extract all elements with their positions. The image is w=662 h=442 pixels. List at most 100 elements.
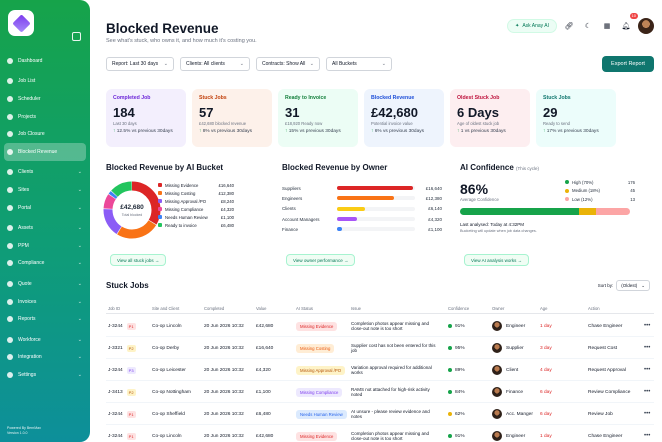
more-dots-icon[interactable]: ••• [644, 411, 651, 417]
owner-bar-track [337, 206, 415, 211]
sidebar-item-workforce[interactable]: Workforce ⌄ [0, 331, 90, 349]
job-id-cell: J-3244 P1 [108, 403, 136, 425]
report-period-select[interactable]: Report: Last 30 days ⌄ [106, 57, 174, 71]
table-row[interactable]: J-3321 P2 Co-op Derby 20 Jun 2026 10:32 £16,… [106, 337, 654, 359]
confidence-swatch [565, 180, 569, 185]
sidebar-item-integration[interactable]: Integration ⌄ [0, 349, 90, 367]
arrow-up-icon: ↑ [543, 129, 547, 134]
kpi-card-completed-job[interactable]: Completed Job 184 Last 30 days ↑ 12.5% vs p… [106, 89, 186, 147]
confidence-cell: 62% [448, 403, 465, 425]
legend-item-needs-human-review[interactable]: Needs Human Review £1,100 [158, 213, 234, 221]
sidebar-item-invoices[interactable]: Invoices ⌄ [0, 293, 90, 311]
more-dots-icon[interactable]: ••• [644, 345, 651, 351]
sidebar-item-compliance[interactable]: Compliance ⌄ [0, 255, 90, 273]
kpi-card-stuck-jobs[interactable]: Stuck Jobs 29 Ready to send ↑ 17% vs previo… [536, 89, 616, 147]
donut-slice-missing-costing[interactable] [103, 181, 161, 239]
action-label[interactable]: Review Job [588, 411, 613, 417]
more-menu-cell[interactable]: ••• [644, 403, 650, 425]
sidebar-item-reports[interactable]: Reports ⌄ [0, 310, 90, 328]
sidebar-item-projects[interactable]: Projects [0, 108, 90, 126]
more-menu-cell[interactable]: ••• [644, 315, 650, 337]
sidebar-item-sites[interactable]: Sites ⌄ [0, 181, 90, 199]
owner-name: Engineer [506, 323, 526, 329]
action-label[interactable]: Chase Engineer [588, 323, 623, 329]
more-menu-cell[interactable]: ••• [644, 425, 650, 442]
sidebar-item-job-closure[interactable]: Job Closure [0, 125, 90, 143]
sidebar-item-ppm[interactable]: PPM ⌄ [0, 237, 90, 255]
kpi-card-stuck-jobs[interactable]: Stuck Jobs 57 £42,680 blocked revenue ↑ 8% … [192, 89, 272, 147]
more-menu-cell[interactable]: ••• [644, 359, 650, 381]
kpi-card-ready-to-invoice[interactable]: Ready to Invoice 31 £18,920 Ready now ↑ 15%… [278, 89, 358, 147]
more-menu-cell[interactable]: ••• [644, 381, 650, 403]
link-icon[interactable]: 🔗︎ [564, 23, 574, 30]
donut-slice-missing-approval-po[interactable] [103, 181, 161, 239]
more-dots-icon[interactable]: ••• [644, 389, 651, 395]
table-row[interactable]: J-3244 P1 Co-op Lincoln 20 Jun 2026 10:32 £4… [106, 315, 654, 337]
action-label[interactable]: Request Cost [588, 345, 618, 351]
sort-select[interactable]: (Oldest) ⌄ [616, 280, 650, 291]
kpi-card-oldest-stuck-job[interactable]: Oldest Stuck Job 6 Days Age of oldest stuc… [450, 89, 530, 147]
legend-item-missing-approval-po[interactable]: Missing Approval /PO £8,240 [158, 197, 234, 205]
owner-row-finance[interactable]: Finance £1,100 [282, 224, 442, 234]
table-row[interactable]: J-3244 P1 Co-op Lincoln 20 Jun 2026 10:32 £4… [106, 425, 654, 442]
owner-row-clients[interactable]: Clients £6,140 [282, 204, 442, 214]
action-label[interactable]: Chase Engineer [588, 433, 623, 439]
site-client: Co-op Nottingham [152, 389, 191, 395]
action-label[interactable]: Review Compliance [588, 389, 631, 395]
kpi-card-blocked-revenue[interactable]: Blocked Revenue £42,680 Potential invoice … [364, 89, 444, 147]
legend-item-ready-to-invoice[interactable]: Ready to invoice £6,480 [158, 221, 234, 229]
action-cell[interactable]: Review Compliance [588, 381, 630, 403]
legend-item-missing-costing[interactable]: Missing Costing £12,380 [158, 189, 234, 197]
completed-date: 20 Jun 2026 10:32 [204, 367, 244, 373]
issue-text: AI unsure - please review evidence and n… [351, 408, 430, 420]
action-cell[interactable]: Chase Engineer [588, 425, 622, 442]
buckets-select[interactable]: All Buckets ⌄ [326, 57, 392, 71]
scheduler-icon [7, 95, 13, 102]
contracts-select[interactable]: Contracts: Show All ⌄ [256, 57, 320, 71]
legend-item-missing-evidence[interactable]: Missing Evidence £16,640 [158, 181, 234, 189]
owner-row-account-managers[interactable]: Account Managers £4,320 [282, 214, 442, 224]
app-logo[interactable] [8, 10, 34, 36]
more-menu-cell[interactable]: ••• [644, 337, 650, 359]
action-cell[interactable]: Chase Engineer [588, 315, 622, 337]
donut-slice-ready-to-invoice[interactable] [103, 181, 161, 239]
sidebar-item-blocked-revenue[interactable]: Blocked Revenue [4, 142, 86, 161]
owner-row-engineers[interactable]: Engineers £12,380 [282, 193, 442, 203]
action-label[interactable]: Request Approval [588, 367, 626, 373]
column-header-value: Value [256, 306, 267, 311]
sidebar-item-label: Job Closure [18, 131, 45, 138]
view-stuck-jobs-link[interactable]: View all stuck jobs → [110, 254, 167, 266]
powered-by: Powered By BernMax Version 1.0.0 [7, 426, 41, 435]
legend-item-missing-compliance[interactable]: Missing Compliance £4,320 [158, 205, 234, 213]
sidebar-item-scheduler[interactable]: Scheduler [0, 90, 90, 108]
view-owner-performance-link[interactable]: View owner performance → [286, 254, 356, 266]
sidebar-collapse-icon[interactable] [72, 32, 81, 41]
sidebar-item-settings[interactable]: Settings ⌄ [0, 366, 90, 384]
table-row[interactable]: J-3413 P2 Co-op Nottingham 20 Jun 2026 10:3… [106, 381, 654, 403]
sidebar-item-quote[interactable]: Quote ⌄ [0, 275, 90, 293]
more-dots-icon[interactable]: ••• [644, 323, 651, 329]
user-avatar[interactable] [638, 18, 654, 34]
ask-ai-button[interactable]: ✦ Ask Anay AI [507, 19, 557, 33]
moon-icon[interactable]: ☾ [584, 23, 592, 30]
owner-row-suppliers[interactable]: Suppliers £16,640 [282, 183, 442, 193]
table-row[interactable]: J-3244 P1 Co-op Sheffield 20 Jun 2026 10:32… [106, 403, 654, 425]
apps-grid-icon[interactable]: ▦ [603, 23, 611, 30]
clients-select[interactable]: Clients: All clients ⌄ [180, 57, 250, 71]
table-row[interactable]: J-3244 P3 Co-op Leicester 20 Jun 2026 10:32… [106, 359, 654, 381]
sidebar-item-job-list[interactable]: Job List [0, 73, 90, 91]
bell-icon[interactable]: 🔔︎ 10 [621, 13, 638, 30]
sidebar-item-assets[interactable]: Assets ⌄ [0, 219, 90, 237]
export-report-button[interactable]: Export Report [602, 56, 654, 72]
sidebar-item-portal[interactable]: Portal ⌄ [0, 199, 90, 217]
view-ai-analysis-link[interactable]: View AI analysis works → [464, 254, 530, 266]
action-cell[interactable]: Request Approval [588, 359, 626, 381]
legend-swatch [158, 191, 162, 195]
action-cell[interactable]: Review Job [588, 403, 613, 425]
sidebar-item-dashboard[interactable]: Dashboard [0, 52, 90, 70]
more-dots-icon[interactable]: ••• [644, 367, 651, 373]
action-cell[interactable]: Request Cost [588, 337, 617, 359]
sidebar-item-clients[interactable]: Clients ⌄ [0, 164, 90, 182]
kpi-title: Ready to Invoice [285, 95, 327, 101]
more-dots-icon[interactable]: ••• [644, 433, 651, 439]
